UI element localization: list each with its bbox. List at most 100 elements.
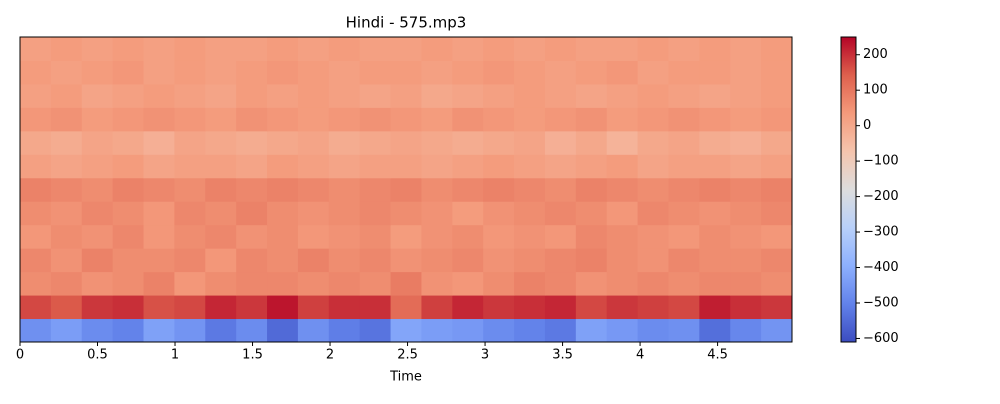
heatmap-cell xyxy=(637,318,669,343)
heatmap-cell xyxy=(328,295,361,320)
heatmap-cell xyxy=(668,83,700,108)
x-tick-label: 1 xyxy=(171,348,179,363)
heatmap-cell xyxy=(668,177,700,202)
heatmap-cell xyxy=(390,177,422,202)
colorbar-tick-label: −100 xyxy=(863,154,899,169)
heatmap-cell xyxy=(50,177,83,202)
heatmap-cell xyxy=(174,271,206,296)
heatmap-cell xyxy=(112,83,145,108)
heatmap-cell xyxy=(81,248,114,273)
heatmap-cell xyxy=(20,83,52,108)
heatmap-cell xyxy=(174,107,206,132)
heatmap-cell xyxy=(236,83,268,108)
heatmap-cell xyxy=(575,60,608,85)
heatmap-cell xyxy=(236,318,268,343)
heatmap-cell xyxy=(267,177,299,202)
heatmap-cell xyxy=(50,295,83,320)
heatmap-cell xyxy=(606,37,639,61)
x-tick-label: 3 xyxy=(481,348,489,363)
heatmap-cell xyxy=(236,154,268,179)
heatmap-cell xyxy=(730,60,762,85)
heatmap-cell xyxy=(50,37,83,61)
heatmap-cell xyxy=(575,224,608,249)
heatmap-cell xyxy=(236,177,268,202)
heatmap-cell xyxy=(236,60,268,85)
x-tick-label: 1.5 xyxy=(242,348,263,363)
x-tick-label: 0.5 xyxy=(87,348,108,363)
heatmap-cell xyxy=(575,107,608,132)
x-tick-label: 4 xyxy=(636,348,644,363)
heatmap-cell xyxy=(81,107,114,132)
heatmap-cell xyxy=(730,177,762,202)
heatmap-cell xyxy=(143,107,175,132)
heatmap-cell xyxy=(20,37,52,61)
heatmap-cell xyxy=(50,154,83,179)
heatmap-cell xyxy=(143,224,175,249)
colorbar-tick-label: −300 xyxy=(863,225,899,240)
heatmap-cell xyxy=(575,154,608,179)
heatmap-cell xyxy=(544,224,577,249)
heatmap-cell xyxy=(730,83,762,108)
heatmap-cell xyxy=(514,154,546,179)
heatmap-cell xyxy=(174,83,206,108)
heatmap-cell xyxy=(359,154,392,179)
heatmap-cell xyxy=(575,83,608,108)
heatmap-cell xyxy=(699,248,731,273)
heatmap-cell xyxy=(174,201,206,226)
heatmap-cell xyxy=(205,177,237,202)
heatmap-cell xyxy=(483,130,515,155)
heatmap-cell xyxy=(267,37,299,61)
heatmap-cell xyxy=(421,60,453,85)
heatmap-cell xyxy=(297,201,330,226)
heatmap-cell xyxy=(205,83,237,108)
heatmap-cell xyxy=(359,130,392,155)
heatmap-cell xyxy=(50,224,83,249)
heatmap-cell xyxy=(483,60,515,85)
heatmap-cell xyxy=(81,224,114,249)
heatmap-cell xyxy=(483,224,515,249)
colorbar-tick-label: 0 xyxy=(863,118,871,133)
heatmap-cell xyxy=(730,130,762,155)
heatmap-cell xyxy=(20,318,52,343)
heatmap-cell xyxy=(544,130,577,155)
heatmap-cell xyxy=(174,248,206,273)
heatmap-cell xyxy=(390,60,422,85)
heatmap-cell xyxy=(452,295,484,320)
heatmap-cell xyxy=(390,37,422,61)
heatmap-cell xyxy=(483,177,515,202)
heatmap-cell xyxy=(514,107,546,132)
heatmap-cell xyxy=(359,271,392,296)
heatmap-cell xyxy=(544,60,577,85)
heatmap-cell xyxy=(637,201,669,226)
heatmap-cell xyxy=(297,271,330,296)
heatmap-cell xyxy=(297,248,330,273)
heatmap-cell xyxy=(297,318,330,343)
heatmap-cell xyxy=(637,107,669,132)
heatmap-cell xyxy=(699,154,731,179)
heatmap-cell xyxy=(359,107,392,132)
heatmap-cell xyxy=(761,107,793,132)
heatmap-cell xyxy=(267,224,299,249)
heatmap-cell xyxy=(112,37,145,61)
heatmap-cell xyxy=(544,177,577,202)
heatmap-cell xyxy=(730,271,762,296)
heatmap-cell xyxy=(761,224,793,249)
heatmap-cell xyxy=(143,130,175,155)
heatmap-cell xyxy=(174,130,206,155)
heatmap-cell xyxy=(606,224,639,249)
heatmap-cell xyxy=(575,37,608,61)
heatmap-cell xyxy=(143,177,175,202)
heatmap-cell xyxy=(544,83,577,108)
heatmap-cell xyxy=(699,37,731,61)
heatmap-cell xyxy=(668,60,700,85)
heatmap-cell xyxy=(514,37,546,61)
heatmap-cell xyxy=(637,83,669,108)
heatmap-cell xyxy=(112,60,145,85)
heatmap-cell xyxy=(483,107,515,132)
heatmap-cell xyxy=(112,248,145,273)
heatmap-cell xyxy=(452,83,484,108)
heatmap-cell xyxy=(328,154,361,179)
heatmap-cell xyxy=(606,248,639,273)
heatmap-cell xyxy=(328,201,361,226)
